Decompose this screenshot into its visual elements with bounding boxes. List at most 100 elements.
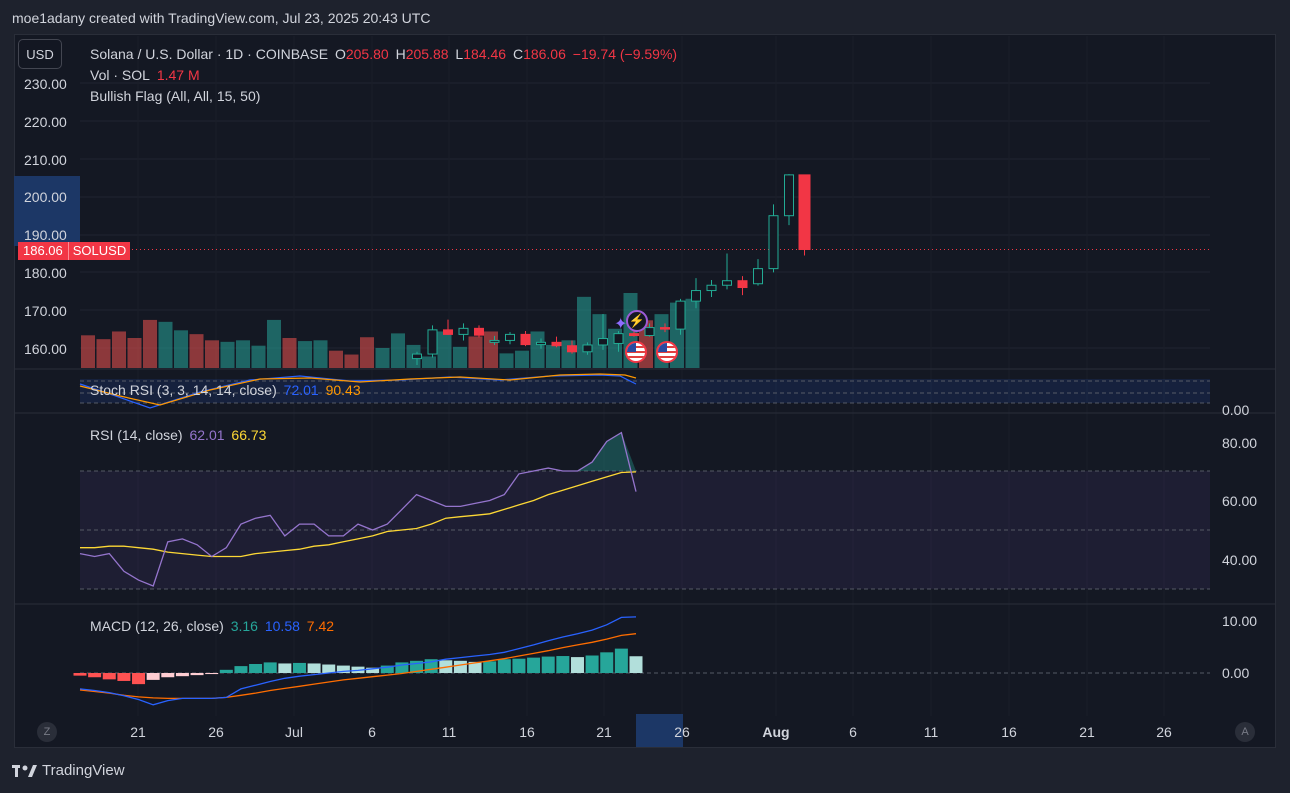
rsi-ma-line xyxy=(80,471,637,558)
volume-bar xyxy=(81,335,95,368)
price-tick: 230.00 xyxy=(24,76,67,92)
lightning-icon[interactable]: ⚡ xyxy=(626,310,648,332)
volume-bar xyxy=(391,333,405,368)
volume-bar xyxy=(267,319,281,368)
macd-histogram-bar xyxy=(205,673,219,675)
macd-histogram-bar xyxy=(629,656,643,673)
rsi-value: 62.01 xyxy=(189,427,225,443)
rsi-line xyxy=(79,431,637,587)
candle-body xyxy=(691,290,701,302)
volume-bar xyxy=(577,296,591,368)
volume-bar xyxy=(158,321,173,368)
macd-histogram-bar xyxy=(570,657,584,673)
candle-body xyxy=(598,338,608,346)
zoom-right-button[interactable]: A xyxy=(1235,722,1255,742)
chart-attribution: moe1adany created with TradingView.com, … xyxy=(12,10,431,26)
volume-bar xyxy=(251,345,266,368)
volume-bar xyxy=(298,341,312,368)
candle-body xyxy=(784,174,794,217)
zoom-left-button[interactable]: Z xyxy=(37,722,57,742)
open-value: 205.80 xyxy=(345,46,389,62)
volume-bar xyxy=(685,298,700,368)
candle-body xyxy=(613,333,624,344)
last-price-tag: 186.06 SOLUSD xyxy=(18,242,131,260)
macd-histogram-bar xyxy=(512,658,526,673)
x-tick: 11 xyxy=(923,724,939,740)
macd-histogram-bar xyxy=(161,673,175,678)
macd-histogram-bar xyxy=(307,663,321,673)
last-price-value: 186.06 xyxy=(18,242,68,260)
macd-label: MACD (12, 26, close) xyxy=(90,618,224,634)
volume-bars xyxy=(81,293,700,368)
x-tick: 6 xyxy=(368,724,376,740)
macd-histogram-bar xyxy=(263,662,277,673)
low-label: L xyxy=(455,46,464,62)
high-value: 205.88 xyxy=(405,46,449,62)
candle-body xyxy=(567,345,577,353)
us-flag-icon[interactable] xyxy=(625,341,647,363)
candle-body xyxy=(737,280,748,289)
price-tick: 220.00 xyxy=(24,114,67,130)
candle-body xyxy=(660,327,670,330)
macd-histogram-bar xyxy=(380,665,394,673)
rsi-overbought-fill xyxy=(577,432,636,471)
macd-signal-line xyxy=(79,633,637,700)
price-tick: 170.00 xyxy=(24,303,67,319)
volume-bar xyxy=(561,340,576,368)
indicator-legend: Bullish Flag (All, All, 15, 50) xyxy=(90,88,261,104)
price-tick: 210.00 xyxy=(24,152,67,168)
volume-bar xyxy=(282,338,297,368)
macd-histogram-bar xyxy=(527,657,541,673)
macd-histogram-bar xyxy=(336,665,350,673)
candle-body xyxy=(520,333,531,346)
candle-body xyxy=(474,327,484,336)
stoch-k: 72.01 xyxy=(283,382,319,398)
rsi-axis-tick: 60.00 xyxy=(1222,493,1258,509)
volume-bar xyxy=(422,356,436,368)
candle-body xyxy=(722,280,732,286)
close-value: 186.06 xyxy=(523,46,566,62)
macd-histogram-bar xyxy=(73,673,87,676)
macd-histogram-bar xyxy=(219,669,233,673)
x-tick: Jul xyxy=(285,724,303,740)
volume-bar xyxy=(484,331,498,368)
macd-histogram-bar xyxy=(497,659,511,673)
low-value: 184.46 xyxy=(463,46,507,62)
candle-body xyxy=(412,353,422,360)
candle-body xyxy=(644,327,655,337)
candles xyxy=(412,174,811,366)
candle-body xyxy=(753,268,763,285)
currency-button[interactable]: USD xyxy=(18,39,62,69)
macd-histogram-bar xyxy=(117,673,131,681)
price-tick: 180.00 xyxy=(24,265,67,281)
stoch-axis-tick: 0.00 xyxy=(1222,402,1250,418)
chart-area[interactable] xyxy=(14,34,1276,748)
volume-bar xyxy=(453,346,467,368)
us-flag-icon[interactable] xyxy=(656,341,678,363)
candle-body xyxy=(443,329,453,335)
stoch-label: Stoch RSI (3, 3, 14, 14, close) xyxy=(90,382,277,398)
macd-histogram-bar xyxy=(88,673,102,678)
rsi-ma-value: 66.73 xyxy=(231,427,267,443)
macd-pane xyxy=(73,616,1210,706)
candle-body xyxy=(675,300,686,330)
symbol-legend: Solana / U.S. Dollar · 1D · COINBASE O20… xyxy=(90,46,680,62)
macd-histogram-bar xyxy=(102,673,116,680)
high-label: H xyxy=(395,46,406,62)
volume-bar xyxy=(96,339,111,368)
volume-bar xyxy=(360,337,374,368)
macd-histogram-bar xyxy=(585,655,599,673)
rsi-axis-tick: 80.00 xyxy=(1222,435,1258,451)
macd-histogram-bar xyxy=(600,652,614,673)
macd-histogram-bar xyxy=(556,656,570,673)
rsi-legend: RSI (14, close) 62.01 66.73 xyxy=(90,427,269,443)
macd-axis-tick: 0.00 xyxy=(1222,665,1250,681)
footer-brand: TradingView xyxy=(42,762,125,779)
tradingview-logo-icon xyxy=(12,764,37,777)
candle-body xyxy=(536,341,546,346)
volume-bar xyxy=(189,334,204,368)
x-tick: 21 xyxy=(130,724,146,740)
macd-histogram-bar xyxy=(132,673,146,685)
price-tick: 190.00 xyxy=(24,227,67,243)
